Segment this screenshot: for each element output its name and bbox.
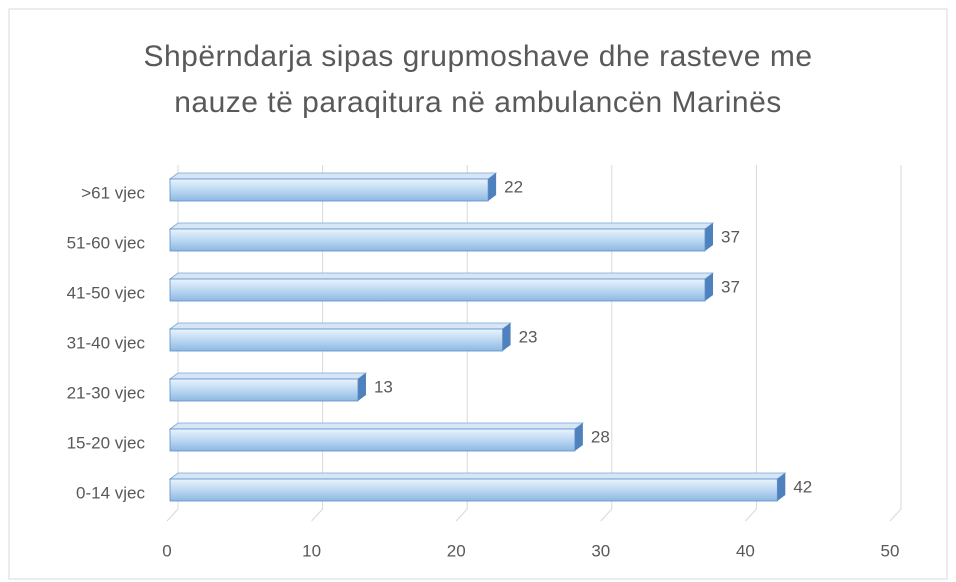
data-label: 37: [721, 277, 740, 296]
y-tick-label: 51-60 vjec: [67, 233, 146, 252]
y-tick-label: 0-14 vjec: [76, 483, 145, 502]
bar-side: [705, 223, 714, 251]
bar: [169, 378, 359, 402]
bar-side: [705, 273, 714, 301]
grid-line: [745, 165, 757, 522]
x-tick-label: 50: [881, 541, 900, 560]
y-tick-label: 21-30 vjec: [67, 383, 146, 402]
bar-top: [168, 322, 512, 330]
bar: [169, 478, 778, 502]
x-tick-label: 40: [736, 541, 755, 560]
bar: [169, 278, 706, 302]
grid-line: [889, 165, 902, 522]
bar-top: [168, 272, 715, 280]
bar: [169, 228, 706, 252]
data-label: 23: [519, 327, 538, 346]
x-tick-label: 0: [162, 541, 171, 560]
bar-top: [168, 472, 787, 480]
x-tick-label: 10: [302, 541, 321, 560]
data-label: 37: [721, 227, 740, 246]
data-label: 42: [793, 477, 812, 496]
y-tick-label: 15-20 vjec: [67, 433, 146, 452]
chart-title: Shpërndarja sipas grupmoshave dhe rastev…: [143, 40, 813, 119]
y-tick-label: 41-50 vjec: [67, 283, 146, 302]
bar: [169, 428, 576, 452]
grid-line: [600, 165, 613, 522]
bar-top: [168, 422, 585, 430]
bar-side: [777, 473, 786, 501]
bar-side: [488, 173, 497, 201]
bar-side: [502, 323, 511, 351]
x-tick-label: 30: [591, 541, 610, 560]
bar-top: [168, 222, 715, 230]
data-label: 28: [591, 427, 610, 446]
bar-side: [357, 373, 366, 401]
x-tick-label: 20: [447, 541, 466, 560]
y-tick-label: 31-40 vjec: [67, 333, 146, 352]
data-label: 13: [374, 377, 393, 396]
bar-side: [574, 423, 583, 451]
bar-top: [168, 372, 368, 380]
chart-border: [8, 8, 948, 580]
bar: [169, 178, 489, 202]
bar-top: [168, 172, 498, 180]
y-tick-label: >61 vjec: [81, 183, 145, 202]
data-label: 22: [504, 177, 523, 196]
bar: [169, 328, 503, 352]
